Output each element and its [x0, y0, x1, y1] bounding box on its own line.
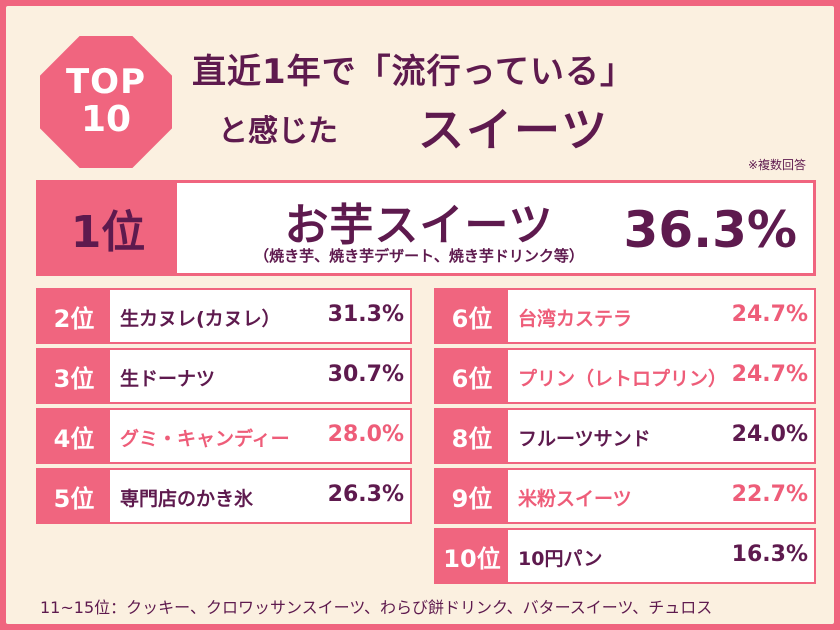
title-line-2b: スイーツ	[418, 103, 610, 157]
footer-ranks-11-15: 11~15位：クッキー、クロワッサンスイーツ、わらび餅ドリンク、バタースイーツ、…	[40, 598, 713, 617]
rank-row: 4位 グミ・キャンディー 28.0%	[36, 408, 412, 464]
item-percent: 28.0%	[327, 422, 404, 447]
rank-row: 2位 生カヌレ(カヌレ） 31.3%	[36, 288, 412, 344]
rank-label: 10位	[436, 530, 508, 582]
rank-label: 6位	[436, 350, 508, 402]
title-line-2a: と感じた	[218, 114, 338, 149]
item-name: 生カヌレ(カヌレ）	[120, 308, 281, 330]
rank-row: 5位 専門店のかき氷 26.3%	[36, 468, 412, 524]
item-name: 米粉スイーツ	[518, 488, 632, 510]
rank-row: 10位 10円パン 16.3%	[434, 528, 816, 584]
background-frame: TOP 10 直近1年で「流行っている」 と感じた スイーツ ※複数回答 1位 …	[6, 6, 834, 624]
rank-row: 8位 フルーツサンド 24.0%	[434, 408, 816, 464]
rank-1-label: 1位	[39, 183, 177, 273]
item-percent: 24.7%	[731, 302, 808, 327]
item-percent: 24.7%	[731, 362, 808, 387]
item-name: プリン（レトロプリン）	[518, 368, 728, 390]
item-name: 10円パン	[518, 548, 603, 570]
rank-label: 8位	[436, 410, 508, 462]
rank-label: 4位	[38, 410, 110, 462]
rank-row: 9位 米粉スイーツ 22.7%	[434, 468, 816, 524]
badge-number: 10	[80, 98, 132, 140]
multiple-answer-note: ※複数回答	[747, 158, 806, 172]
item-percent: 26.3%	[327, 482, 404, 507]
top10-badge: TOP 10	[40, 36, 172, 168]
item-percent: 22.7%	[731, 482, 808, 507]
item-name: フルーツサンド	[518, 428, 651, 450]
rank-row: 6位 プリン（レトロプリン） 24.7%	[434, 348, 816, 404]
badge-top-label: TOP	[65, 62, 146, 103]
rank-1-percent: 36.3%	[623, 201, 797, 259]
item-percent: 30.7%	[327, 362, 404, 387]
item-percent: 31.3%	[327, 302, 404, 327]
item-name: 専門店のかき氷	[120, 488, 254, 510]
item-name: 生ドーナツ	[120, 368, 216, 390]
item-name: グミ・キャンディー	[120, 428, 290, 450]
item-percent: 24.0%	[731, 422, 808, 447]
rank-1-subtitle: （焼き芋、焼き芋デザート、焼き芋ドリンク等）	[254, 247, 584, 265]
rank-label: 2位	[38, 290, 110, 342]
rank-1-name: お芋スイーツ	[284, 200, 554, 251]
item-percent: 16.3%	[731, 542, 808, 567]
item-name: 台湾カステラ	[518, 308, 633, 330]
rank-row: 6位 台湾カステラ 24.7%	[434, 288, 816, 344]
rank-row: 3位 生ドーナツ 30.7%	[36, 348, 412, 404]
rank-label: 5位	[38, 470, 110, 522]
rank-label: 9位	[436, 470, 508, 522]
rank-1-row: 1位 お芋スイーツ （焼き芋、焼き芋デザート、焼き芋ドリンク等） 36.3%	[36, 180, 816, 276]
rank-label: 6位	[436, 290, 508, 342]
title-line-1: 直近1年で「流行っている」	[192, 52, 635, 92]
rank-label: 3位	[38, 350, 110, 402]
